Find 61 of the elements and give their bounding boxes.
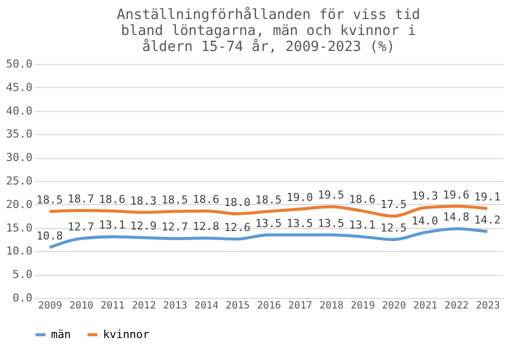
x-tick-label: 2022 xyxy=(444,300,469,312)
data-label: 14.2 xyxy=(474,214,501,227)
x-tick-label: 2019 xyxy=(350,300,375,312)
data-label: 12.9 xyxy=(130,220,157,233)
data-label: 13.1 xyxy=(98,218,126,232)
data-label: 12.5 xyxy=(380,222,407,234)
y-tick-label: 35.0 xyxy=(6,128,32,141)
data-label: 18.5 xyxy=(161,193,188,206)
data-label: 17.5 xyxy=(380,198,407,212)
x-tick-label: 2015 xyxy=(226,300,250,312)
y-tick-label: 30.0 xyxy=(6,151,32,164)
x-tick-label: 2012 xyxy=(132,300,156,312)
data-label: 18.7 xyxy=(68,192,94,206)
data-label: 12.7 xyxy=(68,220,94,234)
data-label: 19.1 xyxy=(474,190,501,204)
data-label: 18.3 xyxy=(130,194,157,208)
x-tick-label: 2014 xyxy=(194,300,219,312)
y-tick-label: 25.0 xyxy=(6,174,32,188)
data-label: 18.6 xyxy=(192,192,220,206)
data-label: 18.5 xyxy=(255,193,282,206)
x-tick-label: 2020 xyxy=(382,300,406,312)
data-label: 18.6 xyxy=(349,192,376,206)
x-tick-label: 2009 xyxy=(38,300,62,312)
y-tick-label: 45.0 xyxy=(6,80,32,94)
y-tick-label: 50.0 xyxy=(6,58,32,70)
legend-label: män xyxy=(51,328,71,341)
x-tick-label: 2018 xyxy=(319,300,344,312)
data-label: 12.7 xyxy=(161,220,188,234)
data-label: 13.5 xyxy=(255,216,282,230)
data-label: 12.6 xyxy=(224,221,250,234)
y-tick-label: 5.0 xyxy=(12,268,32,282)
text: bland löntagarna, män och kvinnor i xyxy=(120,23,416,39)
y-tick-label: 10.0 xyxy=(6,244,32,258)
data-label: 14.8 xyxy=(442,210,470,224)
x-tick-label: 2016 xyxy=(256,300,282,312)
text: åldern 15-74 år, 2009-2023 (%) xyxy=(142,39,395,55)
data-label: 10.8 xyxy=(36,229,63,242)
data-label: 18.6 xyxy=(98,192,126,206)
legend-label: kvinnor xyxy=(103,328,150,341)
data-label: 18.0 xyxy=(224,196,250,209)
x-tick-label: 2010 xyxy=(69,300,94,312)
data-label: 19.6 xyxy=(442,188,470,202)
x-tick-label: 2023 xyxy=(476,300,500,312)
y-tick-label: 0.0 xyxy=(12,292,32,304)
y-tick-label: 40.0 xyxy=(6,104,32,118)
x-tick-label: 2013 xyxy=(163,300,188,312)
data-label: 13.1 xyxy=(349,218,376,232)
x-tick-label: 2011 xyxy=(100,300,125,312)
text: Anställningförhållanden för viss tid xyxy=(116,7,420,23)
x-tick-label: 2021 xyxy=(413,300,438,312)
data-label: 14.0 xyxy=(412,214,438,228)
x-tick-label: 2017 xyxy=(288,300,312,312)
data-label: 19.3 xyxy=(412,190,438,203)
data-label: 19.0 xyxy=(286,191,314,204)
data-label: 13.5 xyxy=(286,216,314,230)
y-tick-label: 20.0 xyxy=(6,198,32,211)
data-label: 13.5 xyxy=(318,216,344,230)
data-label: 12.8 xyxy=(192,220,220,234)
data-label: 18.5 xyxy=(36,193,63,206)
data-label: 19.5 xyxy=(318,188,344,202)
y-tick-label: 15.0 xyxy=(6,221,32,234)
